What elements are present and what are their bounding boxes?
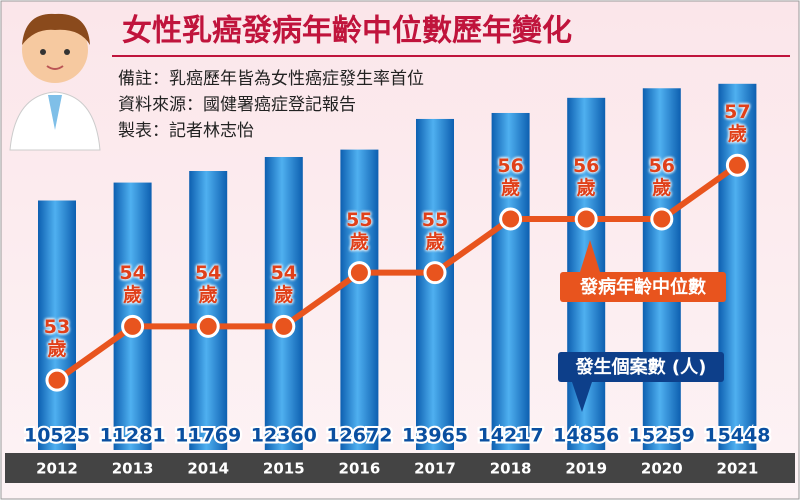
year-strip <box>5 453 795 483</box>
age-label: 56歲 <box>497 154 524 199</box>
legend-pointer <box>572 382 592 412</box>
line-point <box>347 261 371 285</box>
line-point <box>574 207 598 231</box>
bar-value-label: 15448 <box>704 425 770 447</box>
bar-value-label: 11769 <box>175 425 241 447</box>
line-point <box>272 314 296 338</box>
bar-value-label: 14856 <box>553 425 619 447</box>
legend-swatch <box>558 352 724 382</box>
age-label: 55歲 <box>346 208 373 253</box>
bar-value-label: 13965 <box>402 425 468 447</box>
line-point <box>499 207 523 231</box>
x-tick-label: 2014 <box>187 460 229 478</box>
x-tick-label: 2015 <box>263 460 305 478</box>
age-label: 54歲 <box>194 262 222 307</box>
x-tick-label: 2020 <box>641 460 683 478</box>
line-point <box>650 207 674 231</box>
bar <box>264 156 303 450</box>
bar-value-label: 15259 <box>629 425 695 447</box>
bar-value-label: 12672 <box>326 425 392 447</box>
x-tick-label: 2017 <box>414 460 456 478</box>
line <box>55 162 740 383</box>
age-label: 55歲 <box>421 208 449 253</box>
x-tick-label: 2018 <box>490 460 532 478</box>
bar <box>416 118 454 450</box>
legend-label: 發病年齡中位數 <box>579 276 706 298</box>
legend-pointer <box>580 240 600 272</box>
bar-value-label: 14217 <box>478 425 544 447</box>
x-tick-label: 2013 <box>112 460 154 478</box>
bar <box>189 171 228 450</box>
chart-title: 女性乳癌發病年齡中位數歷年變化 <box>122 14 572 49</box>
x-tick-label: 2021 <box>717 460 759 478</box>
line-point <box>121 314 145 338</box>
bar <box>38 200 76 450</box>
line-point <box>45 368 69 392</box>
bar <box>340 149 379 450</box>
age-label: 54歲 <box>119 262 146 307</box>
note: 資料來源：國健署癌症登記報告 <box>118 95 356 115</box>
bar-value-label: 12360 <box>251 425 317 447</box>
note: 製表：記者林志怡 <box>118 121 254 141</box>
doctor-icon <box>9 13 101 151</box>
x-tick-label: 2016 <box>339 460 381 478</box>
legend-label: 發生個案數 (人) <box>575 356 707 378</box>
note: 備註：乳癌歷年皆為女性癌症發生率首位 <box>118 69 424 89</box>
bar <box>491 112 530 450</box>
x-tick-label: 2019 <box>565 460 607 478</box>
bar-value-label: 10525 <box>24 425 90 447</box>
x-tick-label: 2012 <box>36 460 78 478</box>
line-point <box>725 153 749 177</box>
age-label: 53歲 <box>43 316 71 361</box>
bar <box>642 88 681 450</box>
line-point <box>423 261 447 285</box>
bar-value-label: 11281 <box>100 425 166 447</box>
age-label: 56歲 <box>572 154 600 199</box>
bar <box>718 83 757 450</box>
age-label: 57歲 <box>724 101 751 146</box>
line-point <box>196 314 220 338</box>
age-label: 56歲 <box>648 154 676 199</box>
legend-swatch <box>560 272 726 302</box>
age-label: 54歲 <box>270 262 298 307</box>
